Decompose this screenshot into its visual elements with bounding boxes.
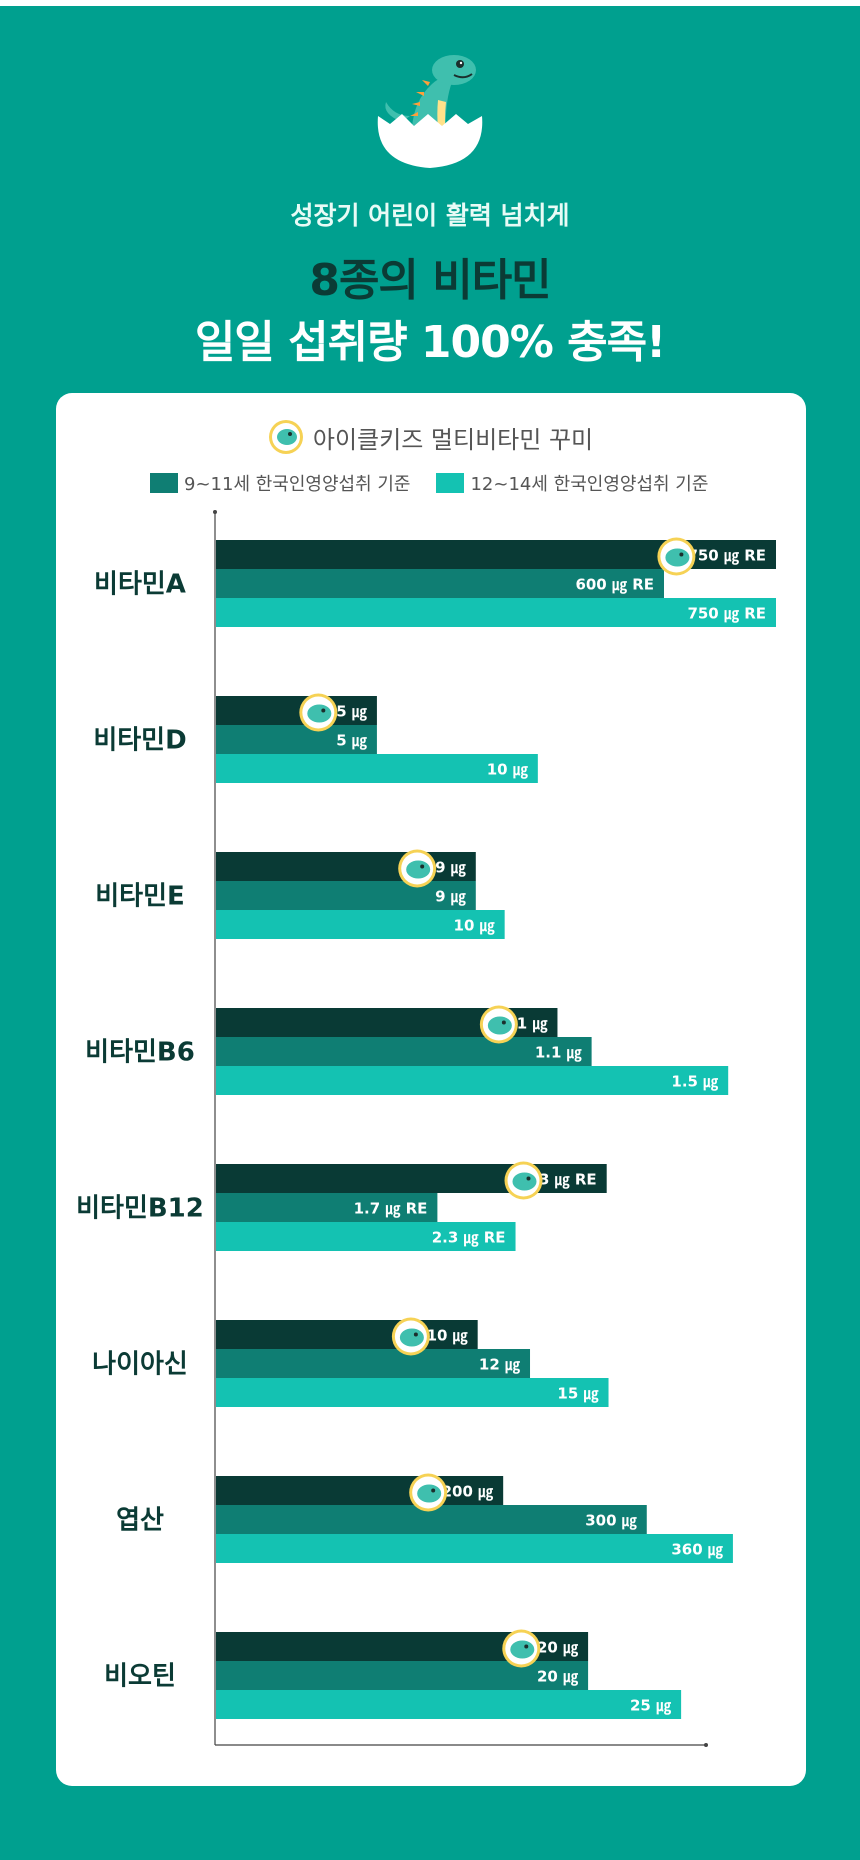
bar-0	[216, 1320, 478, 1349]
value-label: 9 ㎍	[435, 888, 466, 907]
legend-label-12-14: 12~14세 한국인영양섭취 기준	[470, 474, 709, 495]
dinosaur-badge-icon	[479, 1005, 518, 1044]
title-line-2: 일일 섭취량 100% 충족!	[194, 317, 666, 368]
category-label: 비타민A	[94, 570, 186, 600]
value-label: 20 ㎍	[537, 1639, 578, 1658]
dinosaur-badge-icon	[398, 849, 437, 888]
category-label: 비타민B12	[76, 1194, 204, 1224]
category-label: 비타민E	[95, 882, 185, 912]
bar-2	[216, 910, 505, 939]
bar-2	[216, 1066, 729, 1095]
value-label: 12 ㎍	[479, 1356, 520, 1375]
bar-1	[216, 1349, 531, 1378]
bar-2	[216, 1222, 516, 1251]
value-label: 300 ㎍	[585, 1512, 637, 1531]
value-label: 10 ㎍	[427, 1327, 468, 1346]
value-label: 1.5 ㎍	[671, 1073, 718, 1092]
legend-product: 아이클키즈 멀티비타민 꾸미	[0, 418, 860, 456]
dinosaur-badge-icon	[657, 537, 696, 576]
value-label: 3 ㎍ RE	[539, 1171, 597, 1190]
dinosaur-badge-icon	[268, 420, 303, 454]
category-label: 나이아신	[92, 1350, 188, 1380]
dinosaur-badge-icon	[502, 1629, 541, 1668]
value-label: 5 ㎍	[336, 703, 367, 722]
category-label: 엽산	[116, 1506, 164, 1536]
value-label: 360 ㎍	[671, 1541, 723, 1560]
value-label: 10 ㎍	[454, 917, 495, 936]
bar-2	[216, 754, 538, 783]
bar-1	[216, 1661, 589, 1690]
bar-1	[216, 1037, 592, 1066]
value-label: 15 ㎍	[557, 1385, 598, 1404]
value-label: 20 ㎍	[537, 1668, 578, 1687]
bar-1	[216, 569, 664, 598]
bar-1	[216, 725, 377, 754]
value-label: 200 ㎍	[442, 1483, 494, 1502]
category-label: 비타민D	[93, 726, 186, 756]
bar-1	[216, 881, 476, 910]
x-axis-end	[704, 1743, 708, 1747]
dinosaur-badge-icon	[391, 1317, 430, 1356]
dinosaur-badge-icon	[409, 1473, 448, 1512]
value-label: 2.3 ㎍ RE	[432, 1229, 506, 1248]
category-label: 비오틴	[104, 1662, 176, 1692]
y-axis-end	[213, 510, 217, 514]
legend-item-12-14: 12~14세 한국인영양섭취 기준	[436, 470, 708, 496]
legend-references: 9~11세 한국인영양섭취 기준 12~14세 한국인영양섭취 기준	[150, 470, 734, 496]
legend-item-9-11: 9~11세 한국인영양섭취 기준	[150, 470, 410, 496]
title-line-1: 8종의 비타민	[309, 255, 551, 306]
bar-2	[216, 1534, 733, 1563]
value-label: 9 ㎍	[435, 859, 466, 878]
value-label: 10 ㎍	[487, 761, 528, 780]
category-label: 비타민B6	[85, 1038, 195, 1068]
legend-swatch-12-14	[436, 473, 465, 493]
bar-0	[216, 1476, 504, 1505]
subtitle: 성장기 어린이 활력 넘치게	[290, 201, 570, 230]
bar-2	[216, 598, 776, 627]
bar-2	[216, 1378, 609, 1407]
dinosaur-badge-icon	[504, 1161, 543, 1200]
legend-label-9-11: 9~11세 한국인영양섭취 기준	[184, 474, 411, 495]
value-label: 750 ㎍ RE	[687, 547, 766, 566]
value-label: 5 ㎍	[336, 732, 367, 751]
bar-2	[216, 1690, 682, 1719]
value-label: 25 ㎍	[630, 1697, 671, 1716]
dinosaur-badge-icon	[299, 693, 338, 732]
legend-product-label: 아이클키즈 멀티비타민 꾸미	[312, 425, 594, 454]
dinosaur-mascot-icon	[377, 55, 483, 168]
legend-swatch-9-11	[150, 473, 178, 493]
value-label: 1.7 ㎍ RE	[354, 1200, 428, 1219]
bar-1	[216, 1193, 438, 1222]
value-label: 750 ㎍ RE	[687, 605, 766, 624]
value-label: 600 ㎍ RE	[575, 576, 654, 595]
value-label: 1 ㎍	[517, 1015, 548, 1034]
top-border	[0, 0, 860, 6]
value-label: 1.1 ㎍	[535, 1044, 582, 1063]
bar-0	[216, 696, 377, 725]
